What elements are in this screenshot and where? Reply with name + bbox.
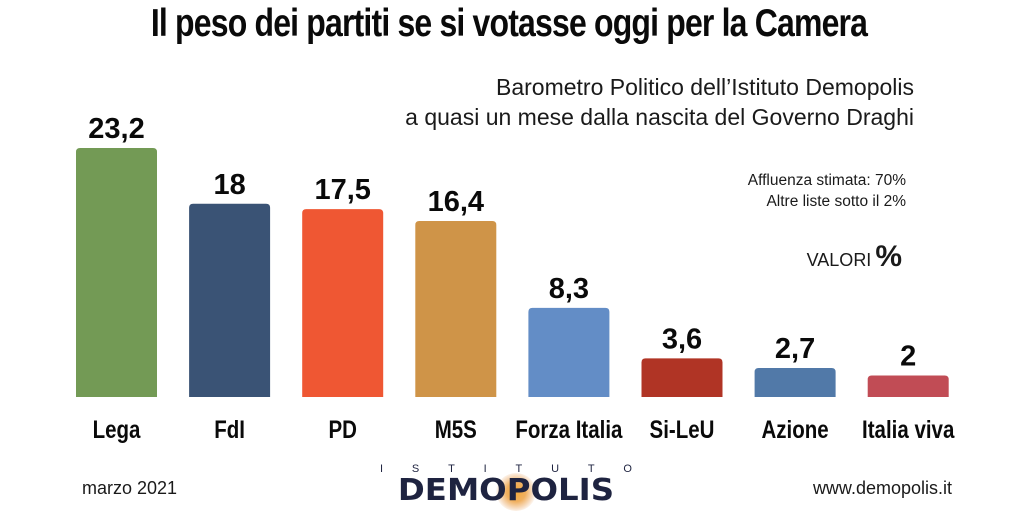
logo-letter: T bbox=[515, 463, 523, 475]
unit-text: VALORI bbox=[806, 250, 872, 270]
category-label: M5S bbox=[435, 415, 477, 443]
chart-notes: Affluenza stimata: 70% Altre liste sotto… bbox=[748, 170, 906, 212]
logo-wordmark: DEMOPOLIS bbox=[397, 473, 615, 508]
bar-pd bbox=[302, 209, 384, 397]
chart-subtitle: Barometro Politico dell’Istituto Demopol… bbox=[405, 72, 914, 132]
bar-azione bbox=[754, 368, 836, 397]
chart-title: Il peso dei partiti se si votasse oggi p… bbox=[150, 2, 868, 45]
logo-letter: S bbox=[411, 463, 420, 475]
data-label: 3,6 bbox=[662, 323, 702, 355]
data-label: 16,4 bbox=[428, 186, 484, 218]
logo-istituto-text: I S T I T U T O bbox=[380, 463, 632, 475]
category-label: FdI bbox=[214, 415, 245, 443]
logo-letter: T bbox=[587, 463, 595, 475]
bar-forza-italia bbox=[528, 307, 610, 397]
category-label: Si-LeU bbox=[650, 415, 715, 443]
category-label: PD bbox=[328, 415, 356, 443]
logo-letter: O bbox=[623, 463, 632, 475]
demopolis-logo: I S T I T U T O DEMOPOLIS bbox=[376, 463, 636, 511]
data-label: 18 bbox=[213, 169, 245, 201]
logo-letter: I bbox=[380, 463, 384, 475]
category-label: Azione bbox=[762, 415, 829, 443]
footer-website[interactable]: www.demopolis.it bbox=[812, 478, 952, 498]
logo-letter: I bbox=[483, 463, 487, 475]
bar-lega bbox=[76, 148, 157, 397]
category-label: Lega bbox=[93, 415, 141, 443]
category-label: Italia viva bbox=[862, 415, 955, 443]
logo-glow-icon bbox=[496, 473, 536, 511]
data-label: 2,7 bbox=[775, 333, 815, 365]
data-label: 17,5 bbox=[314, 174, 370, 206]
category-label: Forza Italia bbox=[515, 415, 622, 443]
unit-label: VALORI% bbox=[807, 240, 902, 274]
data-label: 8,3 bbox=[549, 273, 589, 305]
subtitle-line-1: Barometro Politico dell’Istituto Demopol… bbox=[495, 74, 914, 100]
data-label: 2 bbox=[900, 341, 916, 373]
footer-date: marzo 2021 bbox=[82, 478, 178, 498]
unit-symbol: % bbox=[875, 240, 902, 273]
bar-fdi bbox=[189, 203, 271, 397]
bar-si-leu bbox=[641, 358, 723, 397]
data-label: 23,2 bbox=[88, 113, 144, 145]
bar-italia-viva bbox=[867, 375, 949, 397]
note-other-lists: Altre liste sotto il 2% bbox=[766, 193, 906, 210]
logo-letter: U bbox=[551, 463, 560, 475]
bar-m5s bbox=[415, 220, 497, 397]
subtitle-line-2: a quasi un mese dalla nascita del Govern… bbox=[405, 104, 914, 130]
note-turnout: Affluenza stimata: 70% bbox=[747, 172, 906, 189]
logo-letter: T bbox=[448, 463, 455, 475]
